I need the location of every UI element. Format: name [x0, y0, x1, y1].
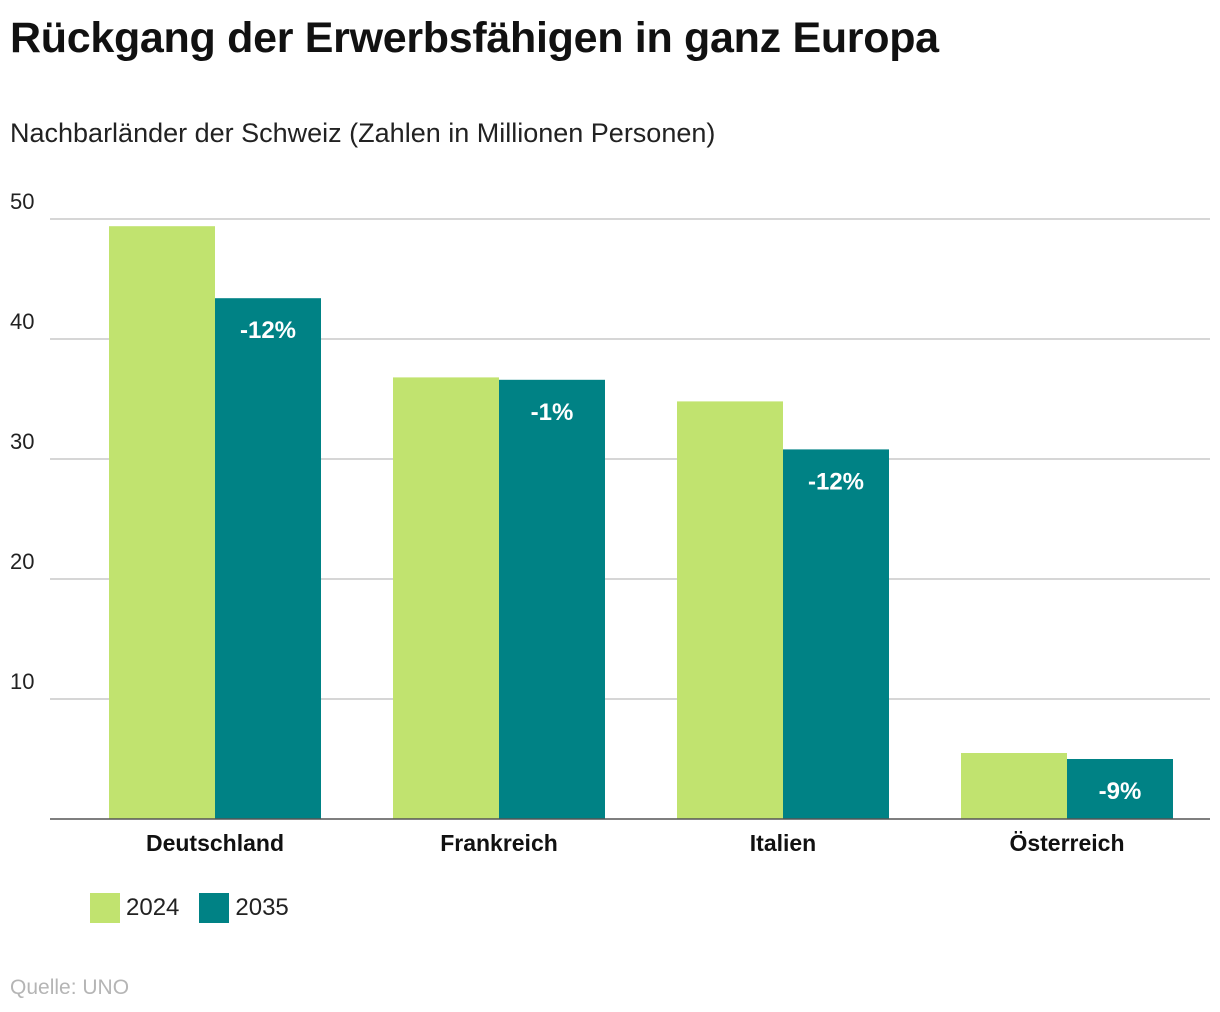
- legend-label-2035: 2035: [235, 894, 289, 921]
- y-tick-label: 20: [10, 549, 34, 574]
- y-tick-label: 10: [10, 669, 34, 694]
- legend-swatch-2035: [199, 893, 230, 923]
- labels: 10 20 30 40 50 -12% Deutschland -1% Frankreich -1…: [10, 189, 1141, 856]
- bar-2024-italien: [677, 401, 783, 819]
- bars: [109, 226, 1173, 819]
- bar-2035-österreich: [1067, 759, 1173, 819]
- chart-title: Rückgang der Erwerbsfähigen in ganz Euro…: [10, 14, 939, 62]
- bar-2024-österreich: [961, 753, 1067, 819]
- bar-2035-deutschland: [215, 298, 321, 819]
- x-tick-label-österreich: Österreich: [1009, 830, 1124, 856]
- change-label-italien: -12%: [808, 468, 864, 495]
- legend-swatch-2024: [90, 893, 120, 923]
- x-tick-label-deutschland: Deutschland: [146, 830, 284, 856]
- bar-2035-italien: [783, 449, 889, 819]
- bar-chart: 10 20 30 40 50 -12% Deutschland -1% Frankreich -1…: [10, 189, 1210, 856]
- x-tick-label-frankreich: Frankreich: [440, 830, 558, 856]
- change-label-deutschland: -12%: [240, 317, 296, 344]
- change-label-frankreich: -1%: [531, 399, 574, 426]
- source-note: Quelle: UNO: [10, 976, 130, 999]
- bar-2024-deutschland: [109, 226, 215, 819]
- x-tick-label-italien: Italien: [750, 830, 816, 856]
- y-tick-label: 30: [10, 429, 34, 454]
- chart-subtitle: Nachbarländer der Schweiz (Zahlen in Mil…: [10, 118, 716, 148]
- y-tick-label: 50: [10, 189, 34, 214]
- legend-item-2035: 2035: [199, 893, 289, 923]
- change-label-österreich: -9%: [1099, 778, 1142, 805]
- bar-2035-frankreich: [499, 379, 605, 819]
- legend: 2024 2035: [90, 893, 289, 923]
- legend-label-2024: 2024: [126, 894, 180, 921]
- y-tick-label: 40: [10, 309, 34, 334]
- legend-item-2024: 2024: [90, 893, 179, 923]
- bar-2024-frankreich: [393, 377, 499, 819]
